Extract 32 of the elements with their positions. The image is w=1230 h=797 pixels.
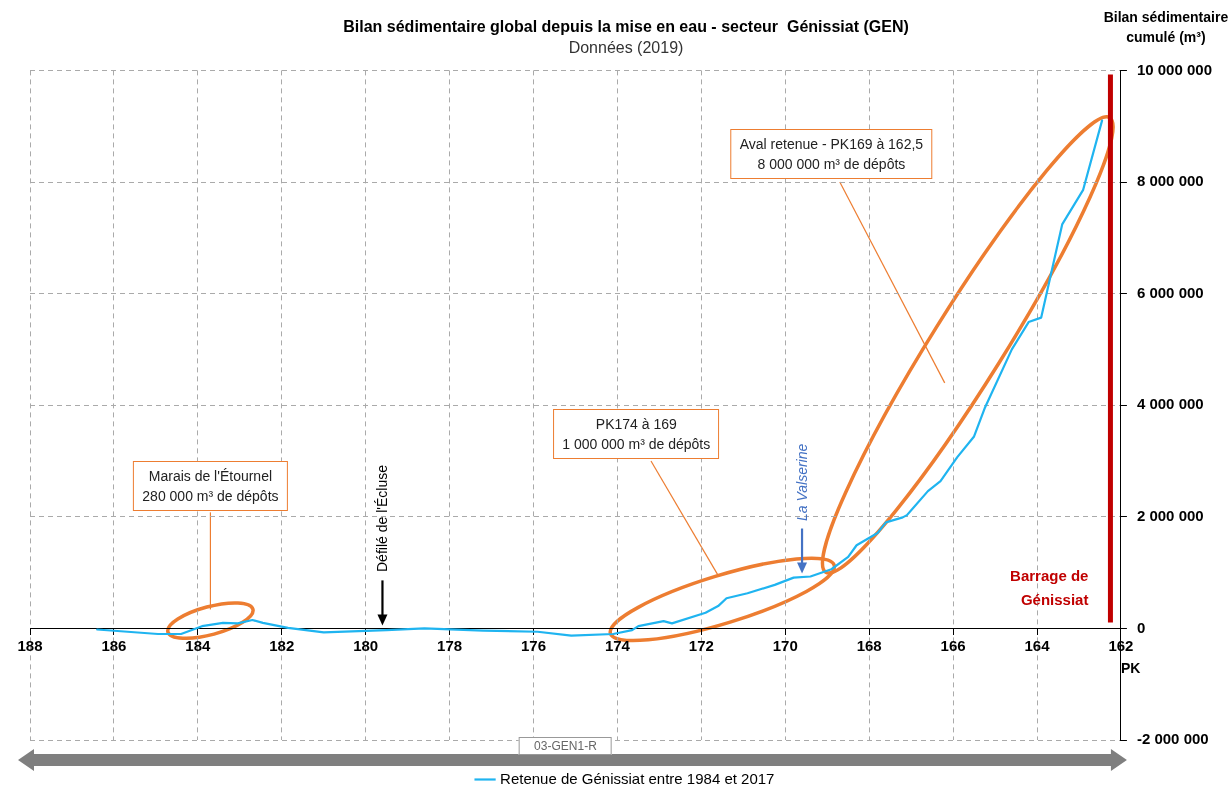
x-tick-label: 178: [437, 636, 463, 654]
y-tick-label: 2 000 000: [1136, 506, 1204, 524]
x-tick-label: 166: [940, 636, 966, 654]
ref-line-label: Barrage de Génissiat: [1010, 566, 1089, 608]
y-tick-label: 6 000 000: [1136, 283, 1204, 301]
annotation: 03-GEN1-R: [519, 737, 612, 755]
legend-label: Retenue de Génissiat entre 1984 et 2017: [500, 769, 775, 787]
annotation: Défilé de l'Écluse: [374, 465, 391, 573]
y-tick-label: 4 000 000: [1136, 395, 1204, 413]
x-axis-title: PK: [1120, 659, 1141, 676]
x-tick-label: 176: [520, 636, 547, 654]
annotation: PK174 à 169 1 000 000 m³ de dépôts: [553, 409, 720, 460]
chart-subtitle: Données (2019): [568, 39, 684, 57]
x-tick-label: 188: [17, 636, 43, 654]
x-tick-label: 172: [688, 636, 714, 654]
y-tick-label: 0: [1136, 618, 1146, 636]
annotation: La Valserine: [794, 443, 811, 521]
x-tick-label: 170: [772, 636, 798, 654]
x-tick-label: 164: [1024, 636, 1051, 654]
x-tick-label: 182: [269, 636, 295, 654]
x-tick-label: 186: [101, 636, 127, 654]
y-tick-label: -2 000 000: [1136, 730, 1209, 748]
x-tick-label: 180: [353, 636, 379, 654]
annotation: Aval retenue - PK169 à 162,5 8 000 000 m³ de dépôts: [730, 129, 933, 180]
x-tick-label: 184: [185, 636, 211, 654]
y-axis-title: Bilan sédimentaire cumulé (m³): [1103, 9, 1229, 46]
y-tick-label: 8 000 000: [1136, 172, 1204, 190]
y-tick-label: 10 000 000: [1136, 60, 1212, 78]
x-tick-label: 174: [604, 636, 631, 654]
x-tick-label: 168: [856, 636, 882, 654]
annotation: Marais de l'Étournel 280 000 m³ de dépôts: [133, 461, 288, 512]
chart-title: Bilan sédimentaire global depuis la mise en eau - secteur Génissiat (GEN): [343, 18, 909, 36]
